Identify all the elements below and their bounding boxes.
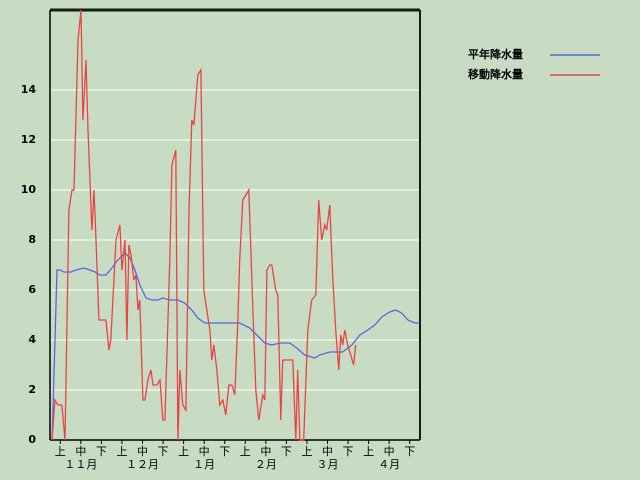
x-tick-label: 中 — [199, 445, 210, 458]
month-label: １１月 — [64, 458, 97, 471]
legend-label: 移動降水量 — [468, 67, 523, 81]
legend-label: 平年降水量 — [468, 47, 523, 61]
x-tick-label: 下 — [404, 445, 415, 458]
month-label: ４月 — [378, 458, 400, 471]
month-label: １月 — [193, 458, 215, 471]
x-tick-label: 中 — [137, 445, 148, 458]
x-tick-label: 上 — [301, 445, 312, 458]
x-tick-label: 中 — [384, 445, 395, 458]
x-tick-label: 上 — [240, 445, 251, 458]
y-tick-label: 10 — [21, 183, 37, 196]
y-tick-label: 6 — [28, 283, 36, 296]
x-tick-label: 中 — [260, 445, 271, 458]
x-tick-label: 上 — [178, 445, 189, 458]
x-tick-label: 下 — [219, 445, 230, 458]
x-tick-label: 中 — [322, 445, 333, 458]
month-label: ３月 — [317, 458, 339, 471]
x-tick-label: 上 — [55, 445, 66, 458]
y-tick-label: 8 — [28, 233, 36, 246]
month-label: ２月 — [255, 458, 277, 471]
y-tick-label: 4 — [28, 333, 36, 346]
plot-background — [50, 10, 420, 440]
x-tick-label: 下 — [343, 445, 354, 458]
series-line — [51, 252, 420, 441]
x-tick-label: 下 — [281, 445, 292, 458]
x-tick-label: 上 — [363, 445, 374, 458]
x-tick-label: 上 — [116, 445, 127, 458]
x-tick-label: 下 — [158, 445, 169, 458]
y-tick-label: 0 — [28, 433, 36, 446]
y-tick-label: 12 — [21, 133, 36, 146]
x-tick-label: 中 — [75, 445, 86, 458]
month-label: １２月 — [126, 458, 159, 471]
y-tick-label: 2 — [28, 383, 36, 396]
x-tick-label: 下 — [96, 445, 107, 458]
y-tick-label: 14 — [21, 83, 37, 96]
series-line — [51, 9, 357, 441]
